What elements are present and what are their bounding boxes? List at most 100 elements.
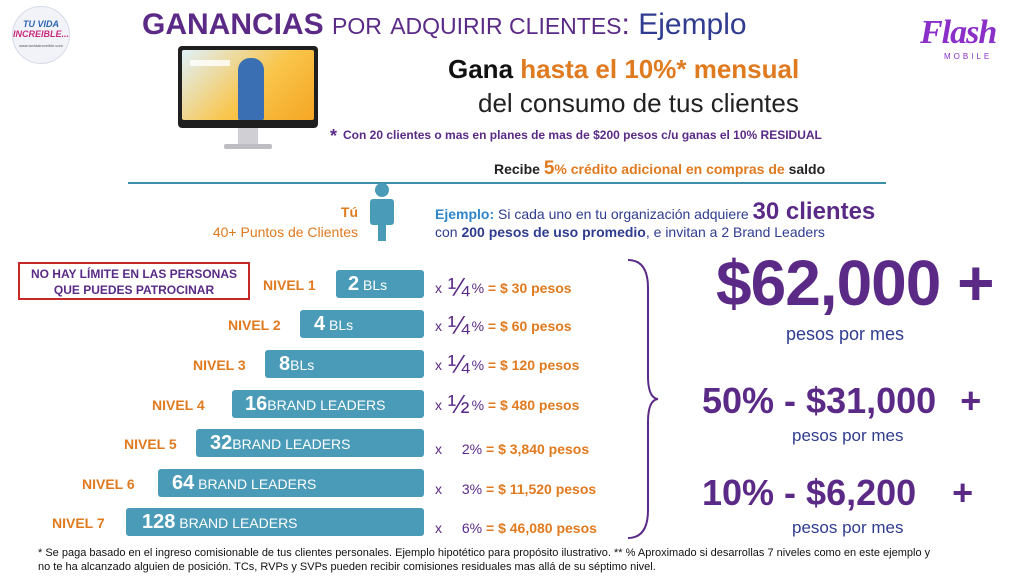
level-3-bar: 8BLs — [265, 350, 424, 378]
example-text-2a: con — [435, 224, 462, 240]
title-colon: : — [621, 8, 630, 41]
total-main-sub: pesos por mes — [786, 324, 905, 344]
logo-line-1: TU VIDA — [23, 19, 59, 29]
condition-asterisk: * — [330, 126, 338, 146]
level-2-amount: = $ 60 pesos — [487, 318, 572, 334]
recibe-post: saldo — [788, 161, 826, 177]
level-2-calc: x ¼% = $ 60 pesos — [435, 310, 572, 341]
page-title: GANANCIAS POR ADQUIRIR CLIENTES: Ejemplo — [142, 8, 882, 42]
level-2-bar: 4 BLs — [300, 310, 424, 338]
flash-mobile-logo: Flash MOBILE — [920, 14, 1014, 66]
title-bold: GANANCIAS — [142, 8, 324, 41]
level-3-calc: x ¼% = $ 120 pesos — [435, 349, 579, 380]
level-6-percent: 3% — [461, 481, 483, 497]
level-6-bar: 64 BRAND LEADERS — [158, 469, 424, 497]
brand-sub: MOBILE — [944, 52, 993, 61]
level-5-bar-text: 32BRAND LEADERS — [196, 429, 424, 458]
level-7-unit: BRAND LEADERS — [175, 515, 298, 531]
level-4-bar-text: 16BRAND LEADERS — [232, 390, 424, 419]
level-3-bar-text: 8BLs — [265, 350, 424, 379]
level-2-percent: % — [471, 318, 485, 334]
divider-line — [128, 182, 886, 184]
no-limit-box: NO HAY LÍMITE EN LAS PERSONAS QUE PUEDES… — [18, 262, 250, 300]
level-1-amount: = $ 30 pesos — [487, 280, 572, 296]
level-1-bar: 2 BLs — [336, 270, 424, 298]
level-2-count: 4 — [314, 313, 326, 335]
footnote: * Se paga basado en el ingreso comisiona… — [38, 546, 1008, 574]
monitor-screen — [178, 46, 318, 128]
recibe-credit-note: Recibe 5% crédito adicional en compras d… — [494, 158, 825, 180]
level-4-fraction: ½ — [447, 389, 470, 419]
level-4-unit: BRAND LEADERS — [267, 397, 386, 413]
screen-header-bar — [190, 60, 230, 66]
level-6-unit: BRAND LEADERS — [194, 476, 317, 492]
level-5-bar: 32BRAND LEADERS — [196, 429, 424, 457]
total-tenth-plus: + — [952, 472, 974, 513]
level-7-x: x — [435, 520, 442, 536]
curly-brace-icon — [627, 259, 659, 539]
brand-word: Flash — [920, 14, 997, 51]
level-6-calc: x 3% = $ 11,520 pesos — [435, 473, 596, 504]
level-3-fraction: ¼ — [447, 349, 470, 379]
total-tenth-value: 10% - $6,200 — [702, 472, 917, 513]
title-ejemplo: Ejemplo — [629, 8, 747, 41]
you-points: 40+ Puntos de Clientes — [212, 224, 358, 240]
level-5-count: 32 — [210, 432, 233, 454]
level-1-bar-text: 2 BLs — [336, 270, 424, 299]
monitor-stand — [238, 128, 258, 144]
level-7-count: 128 — [142, 511, 176, 533]
footnote-line-1: * Se paga basado en el ingreso comisiona… — [38, 547, 931, 559]
level-2-label: NIVEL 2 — [228, 317, 281, 333]
person-icon-body — [370, 199, 394, 225]
level-1-percent: % — [471, 280, 485, 296]
total-tenth: 10% - $6,200 + — [702, 472, 973, 514]
example-line-2: con 200 pesos de uso promedio, e invitan… — [435, 224, 825, 240]
level-1-label: NIVEL 1 — [263, 277, 316, 293]
person-icon — [370, 183, 394, 243]
level-4-percent: % — [471, 397, 485, 413]
tu-vida-increible-logo: TU VIDA INCREIBLE... www.tuvidaincreible… — [12, 6, 70, 64]
level-1-calc: x ¼% = $ 30 pesos — [435, 272, 572, 303]
example-text-2b: , e invitan a 2 Brand Leaders — [645, 224, 825, 240]
level-4-bar: 16BRAND LEADERS — [232, 390, 424, 418]
level-6-count: 64 — [172, 472, 195, 494]
level-3-percent: % — [471, 357, 485, 373]
screen-person-figure — [238, 58, 264, 120]
level-3-unit: BLs — [290, 357, 315, 373]
example-line-1: Ejemplo: Si cada uno en tu organización … — [435, 198, 875, 226]
title-adquirir: ADQUIRIR CLIENTES — [390, 13, 622, 39]
recibe-pct: % crédito adicional en compras de — [554, 161, 785, 177]
level-1-fraction: ¼ — [447, 272, 470, 302]
level-7-percent: 6% — [461, 520, 483, 536]
headline-line-1: Gana hasta el 10%* mensual — [448, 54, 799, 85]
logo-line-3: www.tuvidaincreible.com — [19, 43, 63, 48]
level-7-amount: = $ 46,080 pesos — [486, 520, 597, 536]
level-3-label: NIVEL 3 — [193, 357, 246, 373]
level-6-label: NIVEL 6 — [82, 476, 135, 492]
level-7-bar-text: 128 BRAND LEADERS — [126, 508, 424, 537]
headline-hasta: hasta el 10%* mensual — [520, 54, 800, 84]
level-1-count: 2 — [348, 273, 360, 295]
total-main: $62,000 + — [716, 247, 994, 319]
monitor-base — [224, 144, 272, 149]
footnote-line-2: no te ha alcanzado alguien de posición. … — [38, 561, 656, 573]
example-label: Ejemplo: — [435, 206, 495, 222]
level-5-label: NIVEL 5 — [124, 436, 177, 452]
level-2-x: x — [435, 318, 442, 334]
you-label: Tú — [340, 204, 358, 220]
level-3-amount: = $ 120 pesos — [487, 357, 580, 373]
condition-note: * Con 20 clientes o mas en planes de mas … — [330, 126, 822, 147]
level-4-amount: = $ 480 pesos — [487, 397, 580, 413]
level-5-x: x — [435, 441, 442, 457]
headline-gana: Gana — [448, 54, 514, 84]
level-7-calc: x 6% = $ 46,080 pesos — [435, 512, 597, 543]
recibe-five: 5 — [543, 158, 555, 179]
level-4-label: NIVEL 4 — [152, 397, 205, 413]
total-tenth-sub: pesos por mes — [792, 518, 904, 537]
level-5-amount: = $ 3,840 pesos — [486, 441, 590, 457]
screen-content — [182, 50, 314, 120]
level-3-count: 8 — [279, 353, 291, 375]
total-half: 50% - $31,000 + — [702, 380, 981, 422]
headline-line-2: del consumo de tus clientes — [478, 88, 799, 118]
total-half-sub: pesos por mes — [792, 426, 904, 445]
